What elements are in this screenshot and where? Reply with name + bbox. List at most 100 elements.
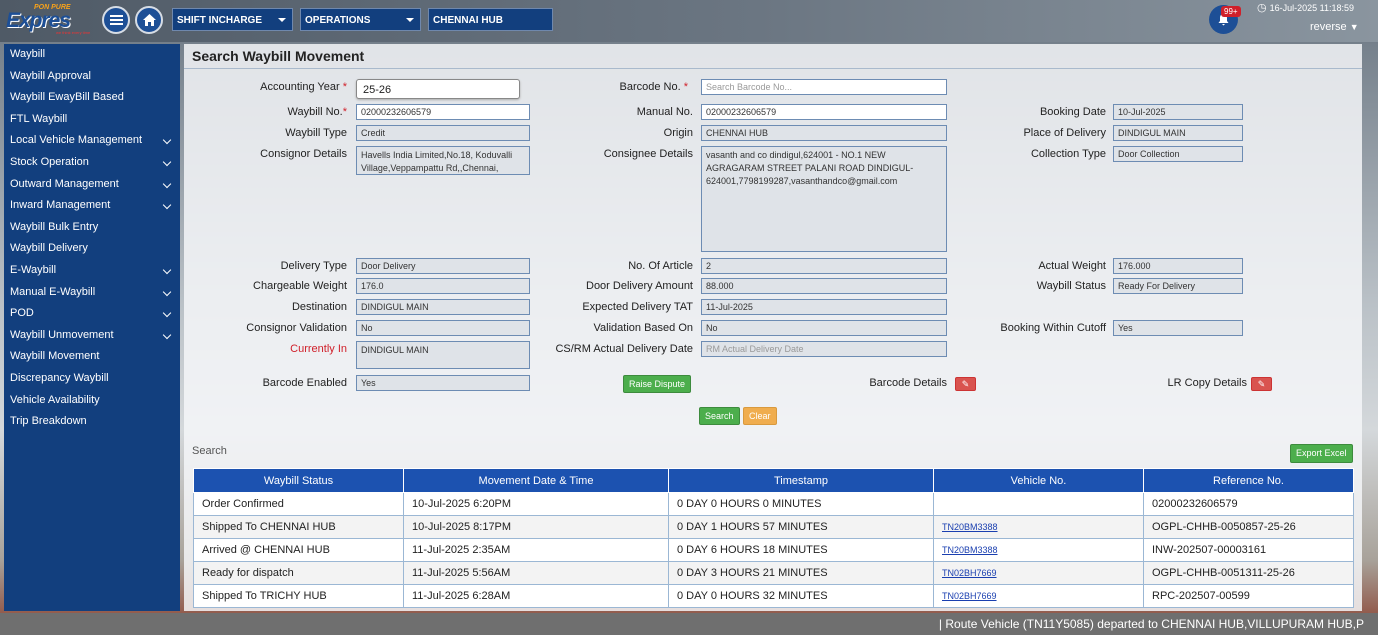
column-header: Timestamp	[668, 468, 934, 493]
lr-copy-details-button[interactable]: ✎	[1251, 377, 1272, 391]
sidebar-item[interactable]: POD	[4, 303, 180, 325]
user-menu[interactable]: reverse ▼	[1310, 21, 1359, 33]
waybill-status-field: Ready For Delivery	[1113, 278, 1243, 294]
table-cell: Shipped To TRICHY HUB	[193, 584, 404, 608]
table-cell: Arrived @ CHENNAI HUB	[193, 538, 404, 562]
sidebar-item[interactable]: Waybill Bulk Entry	[4, 217, 180, 239]
table-row: Shipped To TRICHY HUB 11-Jul-2025 6:28AM 0…	[193, 584, 1354, 608]
table-cell: Shipped To CHENNAI HUB	[193, 515, 404, 539]
table-cell	[933, 492, 1144, 516]
logo-tagline: we think every time	[56, 30, 91, 35]
username: reverse	[1310, 21, 1347, 33]
actual-weight-field: 176.000	[1113, 258, 1243, 274]
lr-copy-details-label: LR Copy Details	[1167, 377, 1247, 389]
consignor-validation-label: Consignor Validation	[246, 322, 347, 334]
table-row: Arrived @ CHENNAI HUB 11-Jul-2025 2:35AM 0…	[193, 538, 1354, 562]
sidebar-item-label: Waybill Unmovement	[10, 328, 114, 341]
vehicle-link[interactable]: TN02BH7669	[942, 568, 997, 578]
home-button[interactable]	[135, 6, 163, 34]
barcode-input[interactable]: Search Barcode No...	[701, 79, 947, 95]
booking-date-label: Booking Date	[1039, 106, 1106, 118]
logo-tag: PON PURE	[34, 4, 71, 11]
sidebar-item[interactable]: Waybill Approval	[4, 66, 180, 88]
sidebar-item[interactable]: Outward Management	[4, 174, 180, 196]
raise-dispute-button[interactable]: Raise Dispute	[623, 375, 692, 393]
vehicle-link[interactable]: TN20BM3388	[942, 545, 998, 555]
sidebar-item[interactable]: Discrepancy Waybill	[4, 368, 180, 390]
table-cell: OGPL-CHHB-0051311-25-26	[1143, 561, 1354, 585]
role-select[interactable]: SHIFT INCHARGE	[172, 8, 293, 31]
table-cell: TN20BM3388	[933, 515, 1144, 539]
sidebar-item[interactable]: E-Waybill	[4, 260, 180, 282]
sidebar-item[interactable]: Waybill Movement	[4, 346, 180, 368]
sidebar-item-label: Local Vehicle Management	[10, 134, 143, 147]
accounting-year-select[interactable]: 25-26	[356, 79, 520, 99]
menu-toggle-button[interactable]	[102, 6, 130, 34]
table-cell: INW-202507-00003161	[1143, 538, 1354, 562]
manual-no-input[interactable]: 02000232606579	[701, 104, 947, 120]
sidebar-item[interactable]: Inward Management	[4, 195, 180, 217]
table-cell: TN02BH7669	[933, 584, 1144, 608]
sidebar-item[interactable]: Vehicle Availability	[4, 390, 180, 412]
csrm-delivery-label: CS/RM Actual Delivery Date	[555, 343, 693, 355]
movement-table: Waybill Status Movement Date & Time Timest…	[193, 468, 1354, 608]
sidebar: Waybill Waybill Approval Waybill EwayBill …	[4, 44, 180, 611]
sidebar-item[interactable]: FTL Waybill	[4, 109, 180, 131]
table-cell: 0 DAY 0 HOURS 0 MINUTES	[668, 492, 934, 516]
chevron-down-icon	[162, 308, 172, 318]
search-button[interactable]: Search	[699, 407, 740, 425]
sidebar-item[interactable]: Trip Breakdown	[4, 411, 180, 433]
table-cell: 0 DAY 3 HOURS 21 MINUTES	[668, 561, 934, 585]
sidebar-item-label: Waybill EwayBill Based	[10, 91, 124, 104]
column-header: Reference No.	[1143, 468, 1354, 493]
notification-count-badge: 99+	[1221, 6, 1241, 17]
top-bar: PON PURE Expres we think every time SHIF…	[0, 0, 1378, 42]
department-select[interactable]: OPERATIONS	[300, 8, 421, 31]
vehicle-link[interactable]: TN02BH7669	[942, 591, 997, 601]
chargeable-weight-label: Chargeable Weight	[253, 280, 347, 292]
door-delivery-amount-field: 88.000	[701, 278, 947, 294]
barcode-enabled-label: Barcode Enabled	[262, 377, 347, 389]
chevron-down-icon	[162, 287, 172, 296]
table-header-row: Waybill Status Movement Date & Time Timest…	[193, 468, 1354, 493]
sidebar-item-label: Vehicle Availability	[10, 393, 100, 406]
clear-button[interactable]: Clear	[743, 407, 777, 425]
waybill-type-label: Waybill Type	[285, 127, 347, 139]
datetime-text: 16-Jul-2025 11:18:59	[1269, 3, 1355, 13]
sidebar-item[interactable]: Stock Operation	[4, 152, 180, 174]
sidebar-item[interactable]: Waybill	[4, 44, 180, 66]
sidebar-item[interactable]: Manual E-Waybill	[4, 282, 180, 304]
barcode-label: Barcode No. *	[619, 81, 689, 93]
expected-tat-label: Expected Delivery TAT	[582, 301, 693, 313]
sidebar-item[interactable]: Local Vehicle Management	[4, 130, 180, 152]
chargeable-weight-field: 176.0	[356, 278, 530, 294]
hub-select[interactable]: CHENNAI HUB	[428, 8, 553, 31]
collection-type-label: Collection Type	[1030, 148, 1106, 160]
chevron-down-icon	[406, 18, 414, 22]
waybill-no-input[interactable]: 02000232606579	[356, 104, 530, 120]
consignee-details-label: Consignee Details	[603, 148, 693, 160]
barcode-details-label: Barcode Details	[869, 377, 947, 389]
barcode-details-button[interactable]: ✎	[955, 377, 976, 391]
csrm-delivery-field[interactable]: RM Actual Delivery Date	[701, 341, 947, 357]
booking-cutoff-field: Yes	[1113, 320, 1243, 336]
sidebar-item-label: Waybill Movement	[10, 350, 100, 363]
chevron-down-icon	[162, 200, 172, 210]
vehicle-link[interactable]: TN20BM3388	[942, 522, 998, 532]
sidebar-item-label: E-Waybill	[10, 263, 57, 276]
table-cell: 10-Jul-2025 6:20PM	[403, 492, 669, 516]
sidebar-item[interactable]: Waybill Delivery	[4, 238, 180, 260]
title-divider	[184, 68, 1362, 69]
sidebar-item-label: Waybill Bulk Entry	[10, 220, 99, 233]
sidebar-item[interactable]: Waybill EwayBill Based	[4, 87, 180, 109]
consignor-details-field: Havells India Limited,No.18, Koduvalli V…	[356, 146, 530, 175]
booking-cutoff-label: Booking Within Cutoff	[1000, 322, 1106, 334]
export-excel-button[interactable]: Export Excel	[1290, 444, 1353, 463]
hub-select-value: CHENNAI HUB	[433, 15, 503, 26]
table-cell: TN02BH7669	[933, 561, 1144, 585]
sidebar-item-label: Discrepancy Waybill	[10, 371, 109, 384]
currently-in-field: DINDIGUL MAIN	[356, 341, 530, 369]
sidebar-item-label: Waybill Approval	[10, 69, 91, 82]
sidebar-item[interactable]: Waybill Unmovement	[4, 325, 180, 347]
chevron-down-icon	[162, 265, 172, 275]
